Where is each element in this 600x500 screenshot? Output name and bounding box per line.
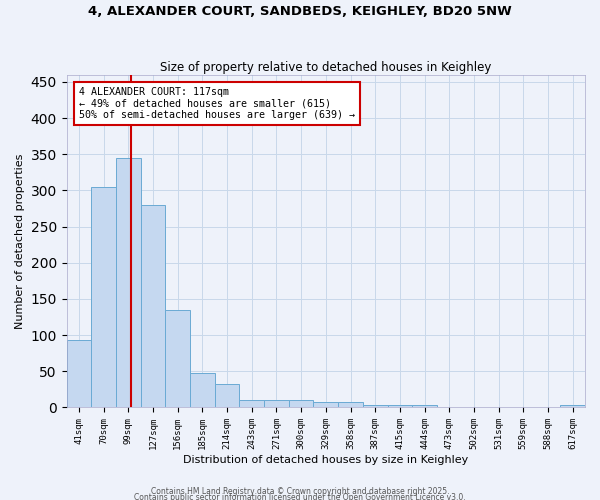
Y-axis label: Number of detached properties: Number of detached properties — [15, 154, 25, 329]
Title: Size of property relative to detached houses in Keighley: Size of property relative to detached ho… — [160, 60, 491, 74]
Text: 4, ALEXANDER COURT, SANDBEDS, KEIGHLEY, BD20 5NW: 4, ALEXANDER COURT, SANDBEDS, KEIGHLEY, … — [88, 5, 512, 18]
Bar — [116, 158, 141, 408]
Bar — [166, 310, 190, 408]
Text: Contains public sector information licensed under the Open Government Licence v3: Contains public sector information licen… — [134, 492, 466, 500]
Bar — [190, 374, 215, 408]
Bar — [388, 404, 412, 407]
Bar — [437, 406, 461, 408]
Bar — [264, 400, 289, 407]
Bar — [560, 406, 585, 407]
Bar — [363, 406, 388, 407]
Bar — [215, 384, 239, 407]
X-axis label: Distribution of detached houses by size in Keighley: Distribution of detached houses by size … — [183, 455, 469, 465]
Bar — [141, 205, 166, 408]
Bar — [511, 406, 536, 408]
Bar — [289, 400, 313, 407]
Bar — [412, 406, 437, 407]
Bar — [67, 340, 91, 407]
Text: 4 ALEXANDER COURT: 117sqm
← 49% of detached houses are smaller (615)
50% of semi: 4 ALEXANDER COURT: 117sqm ← 49% of detac… — [79, 87, 355, 120]
Bar — [239, 400, 264, 407]
Bar — [461, 406, 486, 408]
Text: Contains HM Land Registry data © Crown copyright and database right 2025.: Contains HM Land Registry data © Crown c… — [151, 487, 449, 496]
Bar — [91, 187, 116, 408]
Bar — [338, 402, 363, 407]
Bar — [313, 402, 338, 407]
